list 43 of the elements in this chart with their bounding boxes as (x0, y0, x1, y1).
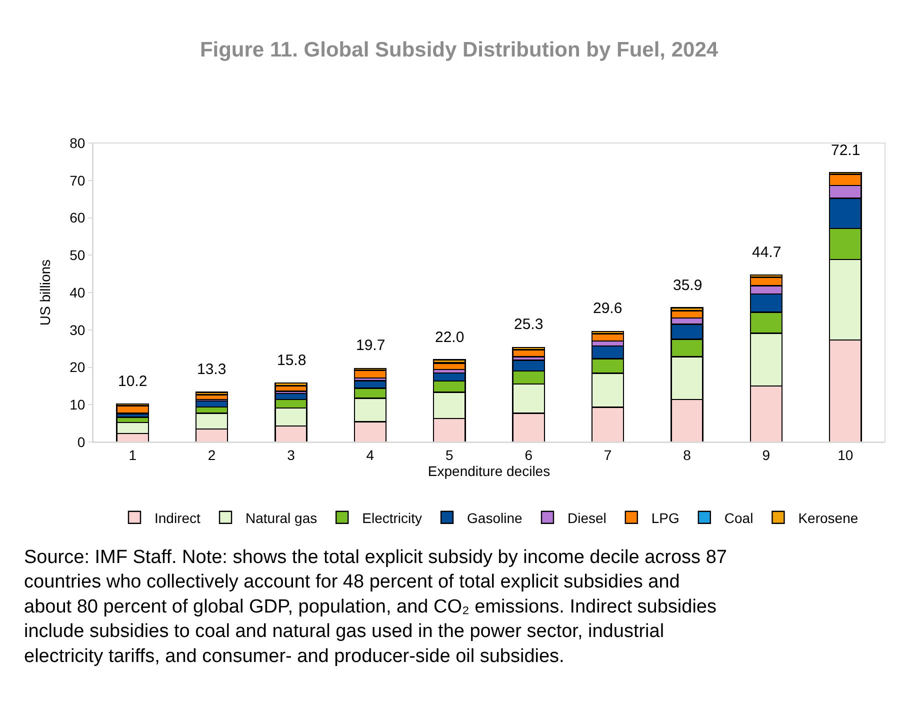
y-tick-label: 40 (70, 284, 86, 300)
x-tick-label: 10 (838, 446, 854, 463)
total-label: 35.9 (673, 277, 702, 294)
legend-label: Electricity (362, 510, 422, 526)
legend-label: Natural gas (246, 510, 318, 526)
total-label: 22.0 (435, 329, 464, 346)
x-tick-label: 8 (683, 446, 692, 463)
y-tick-label: 0 (77, 434, 86, 450)
legend-label: Gasoline (467, 510, 522, 526)
total-label: 29.6 (593, 300, 622, 317)
total-label: 19.7 (356, 337, 386, 354)
legend-label: LPG (651, 510, 680, 526)
y-tick-label: 20 (70, 359, 86, 376)
total-label: 25.3 (514, 316, 544, 333)
y-tick-label: 60 (70, 210, 86, 226)
total-label: 72.1 (831, 142, 860, 159)
y-tick-label: 80 (70, 134, 86, 151)
x-tick-label: 2 (208, 446, 216, 463)
x-tick-label: 3 (287, 446, 296, 463)
x-tick-label: 7 (604, 446, 612, 463)
x-tick-label: 1 (128, 446, 137, 463)
bar (512, 349, 546, 358)
source-note: Source: IMF Staff. Note: shows the total explicit subsidy by income decile across 87 countries who collectively account for 48 percent of total explicit subsidies and about 80 percent of global GDP, population, and CO₂ emissions. Indirect subsidies include subsidies to coal and natural gas used in the power sector, industrial electricity tariffs, and consumer- and producer-side oil subsidies. (24, 547, 727, 667)
x-tick-label: 6 (524, 446, 533, 463)
y-axis-title: US billions (37, 259, 54, 326)
x-tick-label: 9 (762, 446, 770, 463)
total-label: 10.2 (118, 373, 148, 390)
legend-label: Coal (724, 510, 754, 526)
x-tick-label: 4 (366, 446, 374, 463)
chart-title: Figure 11. Global Subsidy Distribution by Fuel, 2024 (200, 38, 718, 62)
bar (116, 406, 150, 414)
legend-label: Indirect (154, 510, 201, 526)
y-tick-label: 10 (70, 396, 86, 413)
total-label: 15.8 (277, 352, 306, 369)
y-tick-label: 30 (70, 322, 86, 338)
x-axis-title: Expenditure deciles (428, 463, 550, 480)
y-tick-label: 50 (70, 247, 86, 264)
total-label: 13.3 (197, 361, 226, 378)
legend-label: Kerosene (798, 510, 858, 526)
x-tick-label: 5 (446, 446, 454, 463)
y-tick-label: 70 (70, 172, 86, 188)
total-label: 44.7 (752, 244, 782, 261)
legend-label: Diesel (567, 510, 606, 526)
